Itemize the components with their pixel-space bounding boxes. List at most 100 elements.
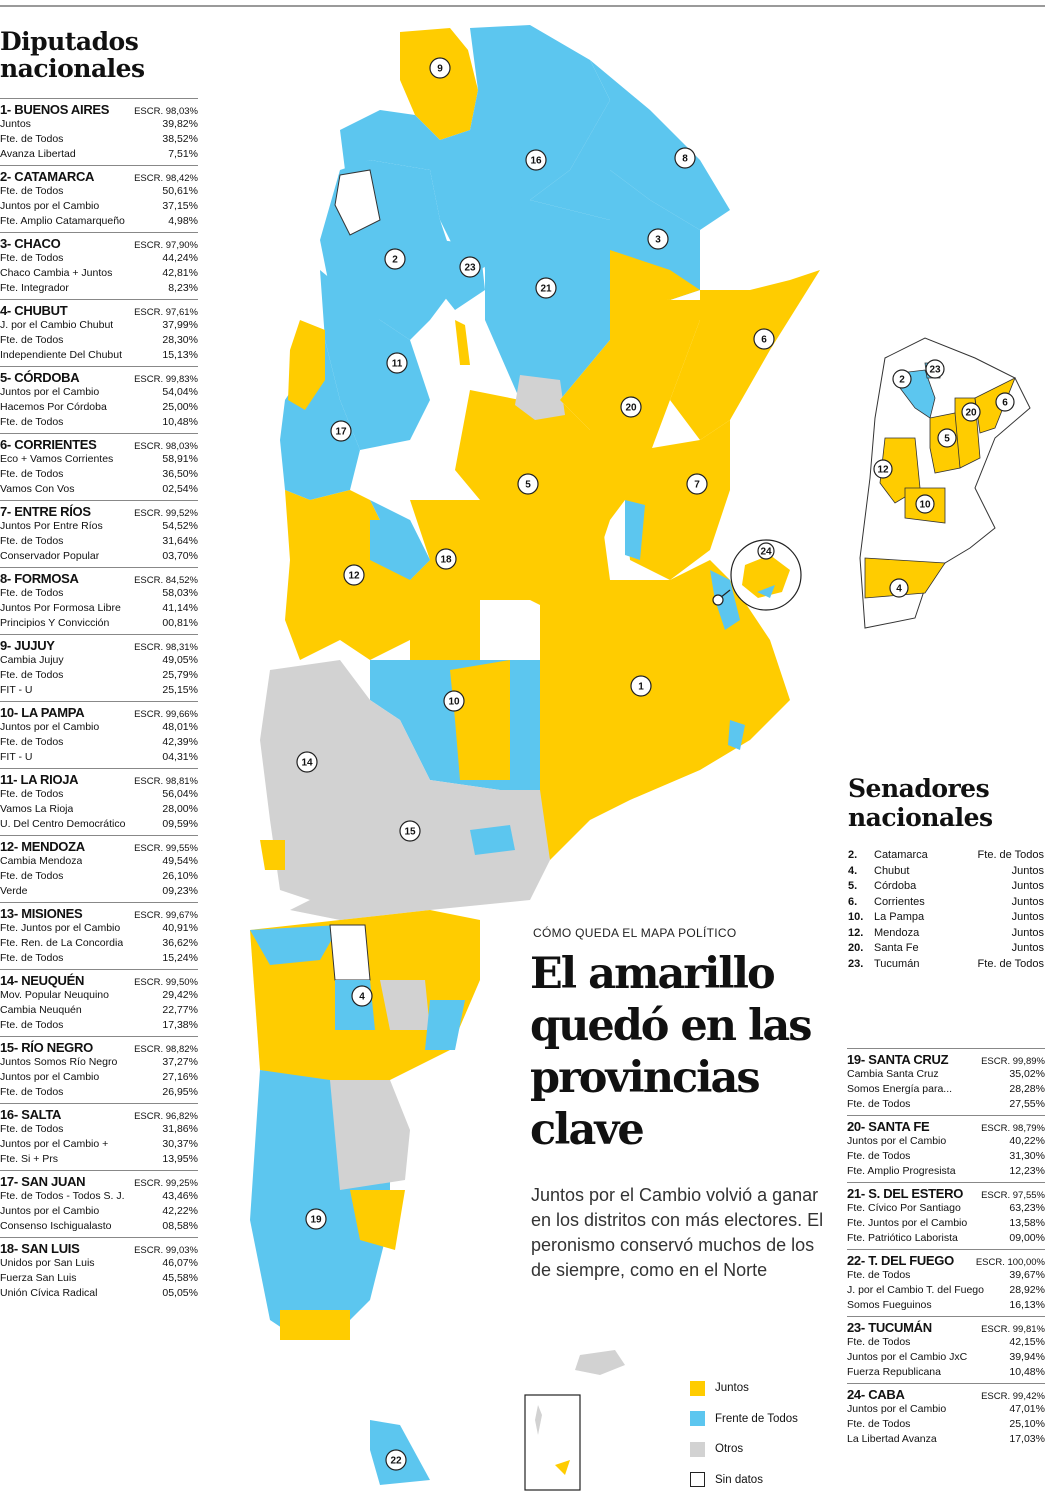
party-pct: 28,28% — [1009, 1083, 1045, 1095]
marker-7: 7 — [686, 473, 708, 495]
party-pct: 49,05% — [162, 654, 198, 666]
party-pct: 56,04% — [162, 788, 198, 800]
result-row: Fte. Cívico Por Santiago 63,23% — [847, 1201, 1045, 1216]
district-name: 9- JUJUY — [0, 638, 55, 653]
party-name: Avanza Libertad — [0, 148, 76, 160]
result-row: Juntos Por Formosa Libre 41,14% — [0, 601, 198, 616]
senate-marker-23: 23 — [925, 359, 945, 379]
party-name: Juntos por el Cambio — [0, 200, 100, 212]
senator-province: Mendoza — [874, 926, 920, 939]
result-row: J. por el Cambio Chubut 37,99% — [0, 318, 198, 333]
senator-num: 2. — [848, 849, 858, 861]
district-name: 4- CHUBUT — [0, 303, 68, 318]
result-row: Juntos por el Cambio 54,04% — [0, 385, 198, 400]
result-row: Independiente Del Chubut 15,13% — [0, 348, 198, 363]
result-row: Fte. Si + Prs 13,95% — [0, 1152, 198, 1167]
district-block: 4- CHUBUT ESCR. 97,61% J. por el Cambio Ch… — [0, 299, 198, 366]
svg-text:4: 4 — [359, 992, 365, 1003]
result-row: Consenso Ischigualasto 08,58% — [0, 1219, 198, 1234]
district-scrutiny: ESCR. 97,61% — [134, 307, 198, 318]
party-name: Hacemos Por Córdoba — [0, 401, 107, 413]
kicker: CÓMO QUEDA EL MAPA POLÍTICO — [533, 926, 737, 940]
result-row: La Libertad Avanza 17,03% — [847, 1432, 1045, 1447]
province-santacruz-yellow — [350, 1190, 405, 1250]
party-name: La Libertad Avanza — [847, 1433, 937, 1445]
result-row: Fte. Amplio Progresista 12,23% — [847, 1164, 1045, 1179]
senator-row: 5. Córdoba Juntos — [848, 879, 1044, 895]
result-row: Fte. Integrador 8,23% — [0, 281, 198, 296]
result-row: Fte. de Todos 58,03% — [0, 586, 198, 601]
district-header: 20- SANTA FE ESCR. 98,79% — [847, 1119, 1045, 1134]
party-pct: 16,13% — [1009, 1299, 1045, 1311]
svg-text:19: 19 — [310, 1215, 322, 1226]
district-header: 21- S. DEL ESTERO ESCR. 97,55% — [847, 1186, 1045, 1201]
party-pct: 25,00% — [162, 401, 198, 413]
party-pct: 38,52% — [162, 133, 198, 145]
party-pct: 15,13% — [162, 349, 198, 361]
party-pct: 28,30% — [162, 334, 198, 346]
province-layer — [250, 25, 820, 1485]
district-scrutiny: ESCR. 98,03% — [134, 106, 198, 117]
result-row: Juntos por el Cambio 48,01% — [0, 720, 198, 735]
party-pct: 46,07% — [162, 1257, 198, 1269]
senator-winner: Juntos — [1011, 895, 1044, 908]
result-row: Cambia Santa Cruz 35,02% — [847, 1067, 1045, 1082]
svg-text:11: 11 — [392, 359, 403, 370]
district-block: 3- CHACO ESCR. 97,90% Fte. de Todos 44,24% C… — [0, 232, 198, 299]
district-name: 17- SAN JUAN — [0, 1174, 86, 1189]
party-pct: 36,62% — [162, 937, 198, 949]
marker-12: 12 — [343, 564, 365, 586]
district-block: 18- SAN LUIS ESCR. 99,03% Unidos por San L… — [0, 1237, 198, 1304]
marker-5: 5 — [517, 473, 539, 495]
district-block: 19- SANTA CRUZ ESCR. 99,89% Cambia Santa C… — [847, 1048, 1045, 1115]
senator-num: 4. — [848, 864, 858, 877]
legend-label: Otros — [715, 1443, 744, 1456]
senate-marker-6: 6 — [995, 392, 1015, 412]
senate-marker-20: 20 — [961, 402, 981, 422]
district-name: 23- TUCUMÁN — [847, 1320, 932, 1335]
district-block: 6- CORRIENTES ESCR. 98,03% Eco + Vamos Cor… — [0, 433, 198, 500]
province-rionegro-blue — [470, 825, 515, 855]
svg-text:10: 10 — [919, 500, 931, 511]
district-block: 24- CABA ESCR. 99,42% Juntos por el Cambio… — [847, 1383, 1045, 1450]
party-name: Juntos Somos Río Negro — [0, 1056, 118, 1068]
party-name: Fte. de Todos — [847, 1269, 911, 1281]
result-row: Hacemos Por Córdoba 25,00% — [0, 400, 198, 415]
svg-text:20: 20 — [965, 408, 977, 419]
party-name: Fte. de Todos — [847, 1150, 911, 1162]
party-name: Juntos por el Cambio — [847, 1135, 947, 1147]
marker-15: 15 — [399, 820, 421, 842]
marker-10: 10 — [443, 690, 465, 712]
senator-winner: Juntos — [1011, 911, 1044, 923]
district-block: 1- BUENOS AIRES ESCR. 98,03% Juntos 39,82% F… — [0, 98, 198, 165]
party-name: Unidos por San Luis — [0, 1257, 95, 1269]
svg-text:16: 16 — [530, 156, 542, 167]
district-block: 8- FORMOSA ESCR. 84,52% Fte. de Todos 58,03… — [0, 567, 198, 634]
district-name: 5- CÓRDOBA — [0, 370, 80, 385]
district-block: 16- SALTA ESCR. 96,82% Fte. de Todos 31,86%… — [0, 1103, 198, 1170]
svg-text:2: 2 — [899, 375, 905, 386]
senator-winner: Juntos — [1011, 926, 1044, 939]
senator-row: 12. Mendoza Juntos — [848, 926, 1044, 942]
party-pct: 25,15% — [162, 684, 198, 696]
district-header: 2- CATAMARCA ESCR. 98,42% — [0, 169, 198, 184]
party-pct: 25,79% — [162, 669, 198, 681]
party-pct: 09,23% — [162, 885, 198, 897]
party-name: FIT - U — [0, 751, 33, 763]
result-row: Cambia Jujuy 49,05% — [0, 653, 198, 668]
party-name: Fte. de Todos — [0, 468, 64, 480]
result-row: Fte. de Todos 31,64% — [0, 534, 198, 549]
district-name: 10- LA PAMPA — [0, 705, 85, 720]
district-header: 9- JUJUY ESCR. 98,31% — [0, 638, 198, 653]
diputados-list: 1- BUENOS AIRES ESCR. 98,03% Juntos 39,82% F… — [0, 98, 198, 1304]
party-name: Fte. de Todos — [0, 736, 64, 748]
party-name: Juntos por el Cambio — [0, 721, 100, 733]
district-scrutiny: ESCR. 99,52% — [134, 508, 198, 519]
result-row: Fte. de Todos 38,52% — [0, 132, 198, 147]
result-row: Cambia Neuquén 22,77% — [0, 1003, 198, 1018]
party-name: Fte. de Todos — [847, 1418, 911, 1430]
result-row: Unidos por San Luis 46,07% — [0, 1256, 198, 1271]
result-row: Juntos por el Cambio 42,22% — [0, 1204, 198, 1219]
marker-23: 23 — [459, 256, 481, 278]
marker-16: 16 — [525, 149, 547, 171]
